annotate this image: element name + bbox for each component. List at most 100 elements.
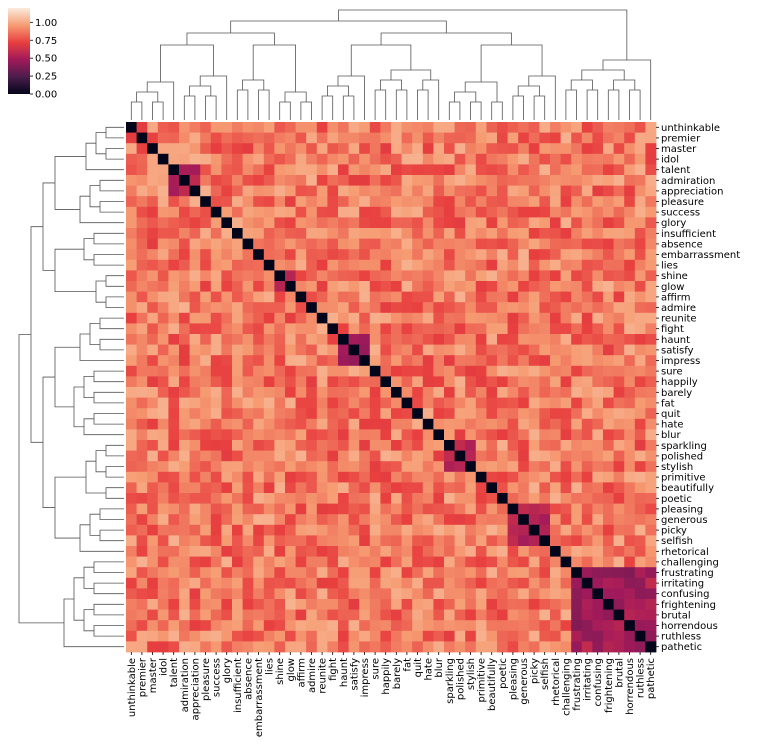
heatmap-cell — [624, 238, 636, 250]
heatmap-cell — [306, 334, 318, 345]
heatmap-cell — [550, 143, 561, 155]
heatmap-cell — [475, 132, 487, 144]
heatmap-cell — [359, 365, 371, 377]
heatmap-cell — [179, 630, 190, 642]
heatmap-cell — [507, 281, 519, 292]
heatmap-cell — [189, 577, 201, 589]
heatmap-cell — [528, 365, 540, 377]
heatmap-cell — [412, 620, 424, 632]
heatmap-cell — [210, 164, 222, 176]
heatmap-cell — [200, 577, 212, 589]
heatmap-cell — [263, 387, 275, 398]
heatmap-cell — [391, 334, 402, 345]
heatmap-cell — [316, 238, 328, 250]
heatmap-cell — [465, 387, 477, 398]
heatmap-cell — [454, 206, 466, 218]
heatmap-cell — [624, 408, 636, 420]
heatmap-cell — [401, 196, 413, 208]
heatmap-cell — [507, 196, 519, 208]
left-dendrogram-branch — [93, 603, 124, 616]
heatmap-cell — [507, 524, 519, 536]
heatmap-cell — [253, 599, 265, 610]
heatmap-cell — [147, 281, 159, 292]
heatmap-cell — [348, 175, 360, 186]
heatmap-cell — [645, 408, 657, 420]
heatmap-cell — [168, 461, 180, 473]
heatmap-cell — [433, 291, 445, 303]
heatmap-cell — [274, 524, 286, 536]
heatmap-cell — [242, 503, 254, 515]
top-dendrogram-branch — [242, 79, 265, 90]
heatmap-cell — [581, 153, 593, 165]
heatmap-cell — [465, 471, 477, 483]
heatmap-cell — [157, 376, 169, 388]
heatmap-cell — [571, 418, 583, 430]
heatmap-cell — [157, 355, 169, 367]
heatmap-cell — [168, 334, 180, 345]
top-dendrogram-branch — [448, 101, 461, 120]
heatmap-cell — [624, 270, 636, 282]
top-dendrogram-branch — [338, 9, 628, 60]
heatmap-cell — [168, 620, 180, 632]
row-label: rhetorical — [661, 547, 709, 558]
heatmap-cell — [550, 609, 561, 621]
heatmap-cell — [348, 397, 360, 409]
heatmap-cell — [391, 122, 402, 133]
heatmap-cell — [465, 291, 477, 303]
heatmap-cell — [560, 312, 572, 324]
top-dendrogram-branch — [136, 91, 159, 102]
heatmap-cell — [475, 514, 487, 526]
heatmap-cell — [221, 514, 233, 526]
heatmap-cell — [359, 143, 371, 155]
heatmap-cell — [157, 418, 169, 430]
heatmap-cell — [210, 249, 222, 261]
heatmap-cell — [147, 376, 159, 388]
heatmap-cell — [338, 270, 349, 282]
heatmap-cell — [263, 641, 275, 653]
heatmap-cell — [306, 153, 318, 165]
heatmap-cell — [454, 450, 466, 462]
heatmap-cell — [136, 249, 148, 261]
heatmap-cell — [348, 471, 360, 483]
heatmap-cell — [285, 535, 296, 547]
heatmap-cell — [433, 556, 445, 568]
heatmap-cell — [242, 217, 254, 229]
heatmap-cell — [444, 249, 455, 261]
heatmap-cell — [634, 641, 646, 653]
heatmap-cell — [518, 323, 530, 335]
heatmap-cell — [327, 641, 339, 653]
heatmap-cell — [136, 408, 148, 420]
heatmap-cell — [433, 482, 445, 494]
heatmap-cell — [560, 514, 572, 526]
heatmap-cell — [433, 546, 445, 557]
heatmap-cell — [253, 185, 265, 197]
heatmap-cell — [316, 546, 328, 557]
heatmap-cell — [189, 344, 201, 356]
heatmap-cell — [295, 238, 307, 250]
heatmap-cell — [221, 577, 233, 589]
heatmap-cell — [550, 365, 561, 377]
heatmap-cell — [232, 291, 243, 303]
heatmap-cell — [518, 418, 530, 430]
heatmap-cell — [189, 503, 201, 515]
heatmap-cell — [422, 143, 434, 155]
heatmap-cell — [348, 334, 360, 345]
heatmap-cell — [571, 588, 583, 600]
heatmap-cell — [507, 376, 519, 388]
heatmap-cell — [285, 556, 296, 568]
heatmap-cell — [539, 461, 551, 473]
heatmap-cell — [528, 577, 540, 589]
heatmap-cell — [592, 440, 604, 451]
heatmap-cell — [433, 493, 445, 504]
heatmap-cell — [592, 461, 604, 473]
heatmap-cell — [422, 429, 434, 441]
heatmap-cell — [263, 567, 275, 579]
heatmap-cell — [316, 429, 328, 441]
heatmap-cell — [285, 493, 296, 504]
heatmap-cell — [295, 323, 307, 335]
heatmap-cell — [465, 132, 477, 144]
heatmap-cell — [338, 175, 349, 186]
heatmap-cell — [624, 249, 636, 261]
heatmap-cell — [412, 259, 424, 271]
heatmap-cell — [645, 365, 657, 377]
